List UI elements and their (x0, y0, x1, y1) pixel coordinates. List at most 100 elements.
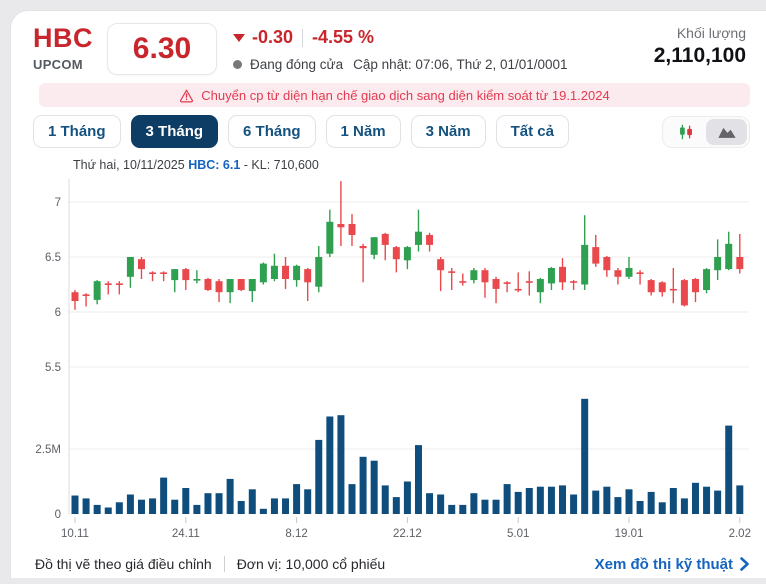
candle[interactable] (581, 244, 589, 285)
candle[interactable] (359, 246, 367, 249)
candle[interactable] (93, 281, 101, 300)
volume-bar[interactable] (470, 493, 478, 514)
volume-bar[interactable] (392, 497, 400, 514)
tab-1-thang[interactable]: 1 Tháng (33, 115, 121, 148)
volume-bar[interactable] (514, 491, 522, 514)
candle[interactable] (137, 259, 145, 270)
candle[interactable] (647, 280, 655, 293)
volume-bar[interactable] (93, 504, 101, 514)
candle[interactable] (437, 259, 445, 271)
volume-bar[interactable] (725, 425, 733, 514)
candle[interactable] (658, 282, 666, 293)
candle[interactable] (636, 272, 644, 274)
candle[interactable] (381, 233, 389, 245)
volume-bar[interactable] (115, 502, 123, 514)
candle[interactable] (403, 247, 411, 261)
candle[interactable] (149, 272, 157, 274)
volume-bar[interactable] (559, 485, 567, 514)
candle[interactable] (680, 280, 688, 306)
volume-bar[interactable] (680, 498, 688, 514)
candle[interactable] (315, 257, 323, 287)
candle[interactable] (703, 269, 711, 290)
candle[interactable] (725, 243, 733, 270)
volume-bar[interactable] (137, 499, 145, 514)
candle[interactable] (691, 279, 699, 293)
volume-bar[interactable] (126, 494, 134, 515)
candle[interactable] (160, 272, 168, 274)
candle[interactable] (603, 257, 611, 271)
candle[interactable] (525, 281, 533, 283)
volume-bar[interactable] (71, 495, 79, 514)
candle[interactable] (82, 294, 90, 296)
volume-bar[interactable] (293, 484, 301, 514)
candle[interactable] (115, 283, 123, 285)
volume-bar[interactable] (215, 493, 223, 514)
volume-bar[interactable] (149, 498, 157, 514)
candle[interactable] (171, 269, 179, 281)
volume-bar[interactable] (270, 498, 278, 514)
volume-bar[interactable] (414, 445, 422, 514)
volume-bar[interactable] (603, 486, 611, 514)
candle[interactable] (570, 281, 578, 283)
volume-bar[interactable] (736, 485, 744, 514)
candle[interactable] (514, 288, 522, 291)
volume-bar[interactable] (82, 498, 90, 514)
volume-bar[interactable] (359, 456, 367, 514)
candle[interactable] (714, 257, 722, 271)
volume-bar[interactable] (381, 485, 389, 514)
volume-bar[interactable] (459, 504, 467, 514)
candle[interactable] (392, 247, 400, 260)
volume-bar[interactable] (647, 491, 655, 514)
candle[interactable] (370, 237, 378, 255)
candle[interactable] (248, 279, 256, 292)
candle[interactable] (448, 271, 456, 273)
candle[interactable] (736, 257, 744, 270)
volume-bar[interactable] (193, 504, 201, 514)
tab-6-thang[interactable]: 6 Tháng (228, 115, 316, 148)
candle[interactable] (470, 270, 478, 281)
candle[interactable] (614, 270, 622, 277)
volume-bar[interactable] (348, 484, 356, 514)
volume-bar[interactable] (104, 507, 112, 515)
candle[interactable] (71, 292, 79, 301)
candle[interactable] (492, 279, 500, 289)
volume-bar[interactable] (448, 504, 456, 514)
candlestick-view-button[interactable] (665, 119, 706, 145)
candle[interactable] (282, 265, 290, 279)
volume-bar[interactable] (315, 439, 323, 514)
volume-bar[interactable] (570, 494, 578, 515)
volume-bar[interactable] (592, 490, 600, 514)
technical-chart-link[interactable]: Xem đồ thị kỹ thuật (595, 556, 750, 573)
volume-bar[interactable] (248, 489, 256, 514)
candle[interactable] (193, 279, 201, 281)
candle[interactable] (426, 235, 434, 245)
tab-3-thang[interactable]: 3 Tháng (130, 115, 219, 148)
volume-bar[interactable] (525, 488, 533, 514)
candle[interactable] (503, 282, 511, 284)
tab-3-nam[interactable]: 3 Năm (410, 115, 486, 148)
volume-bar[interactable] (282, 498, 290, 514)
area-view-button[interactable] (706, 118, 747, 145)
candle[interactable] (625, 268, 633, 277)
candle[interactable] (481, 270, 489, 283)
candle[interactable] (237, 279, 245, 290)
candle[interactable] (414, 231, 422, 245)
volume-bar[interactable] (403, 481, 411, 515)
volume-bar[interactable] (625, 489, 633, 514)
candle[interactable] (226, 279, 234, 293)
candle[interactable] (559, 266, 567, 283)
volume-bar[interactable] (304, 489, 312, 514)
candle[interactable] (337, 224, 345, 228)
tab-tat-ca[interactable]: Tất cả (495, 115, 569, 148)
candle[interactable] (215, 281, 223, 293)
candle[interactable] (126, 257, 134, 277)
volume-bar[interactable] (160, 477, 168, 514)
candle[interactable] (259, 263, 267, 283)
volume-bar[interactable] (669, 488, 677, 514)
candle[interactable] (536, 279, 544, 293)
volume-bar[interactable] (171, 499, 179, 514)
candle[interactable] (592, 247, 600, 264)
volume-bar[interactable] (614, 497, 622, 514)
volume-bar[interactable] (437, 494, 445, 515)
volume-bar[interactable] (204, 493, 212, 514)
